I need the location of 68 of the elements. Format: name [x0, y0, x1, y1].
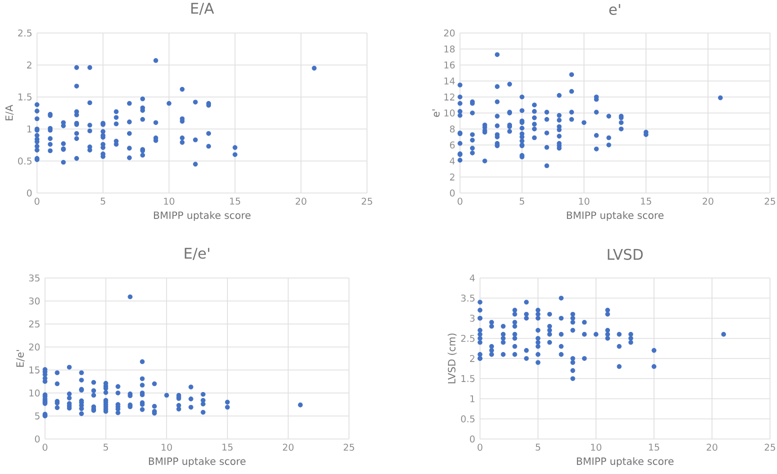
y-tick-label: 1.5	[18, 94, 32, 100]
x-tick-label: 20	[296, 198, 306, 205]
x-tick-label: 5	[520, 198, 524, 205]
chart-title: E/e'	[184, 248, 210, 260]
x-axis-title: BMIPP uptake score	[154, 211, 251, 221]
y-tick-label: 8	[450, 125, 455, 133]
x-tick-label: 25	[764, 198, 776, 205]
y-tick-label: 0	[34, 435, 40, 442]
x-tick-label: 25	[764, 444, 776, 451]
x-tick-label: 10	[591, 444, 602, 451]
y-tick-label: 1.5	[461, 375, 474, 382]
y-tick-label: 16	[444, 61, 455, 69]
x-tick-label: 15	[649, 444, 660, 451]
y-tick-label: 0	[450, 189, 455, 197]
y-tick-label: 10	[444, 109, 455, 117]
y-tick-label: 2.5	[18, 29, 32, 37]
x-axis-title: BMIPP uptake score	[566, 211, 664, 221]
chart-title: e'	[609, 4, 620, 15]
y-tick-label: 25	[29, 320, 40, 328]
x-tick-label: 10	[164, 198, 174, 205]
y-tick-label: 20	[444, 29, 455, 37]
x-tick-label: 20	[282, 444, 294, 451]
x-tick-label: 20	[706, 444, 718, 451]
y-tick-label: 0	[470, 435, 475, 443]
x-tick-label: 5	[536, 444, 540, 451]
y-axis-title: E/A	[5, 104, 14, 120]
y-tick-label: 0	[26, 189, 32, 197]
y-axis-title: e'	[432, 109, 440, 117]
x-tick-label: 10	[579, 198, 590, 205]
y-tick-label: 6	[450, 141, 455, 149]
y-tick-label: 10	[29, 389, 40, 397]
x-tick-label: 25	[362, 198, 372, 205]
y-axis-title: E/e'	[16, 350, 25, 367]
y-tick-label: 4	[470, 274, 475, 282]
y-tick-label: 0.5	[461, 415, 474, 422]
y-tick-label: 5	[35, 412, 40, 420]
x-tick-label: 5	[100, 198, 106, 205]
y-tick-label: 4	[450, 158, 455, 164]
y-tick-label: 15	[29, 366, 40, 374]
y-tick-label: 2	[450, 174, 454, 180]
y-tick-label: 14	[444, 78, 455, 84]
y-tick-label: 1	[27, 126, 32, 132]
x-tick-label: 15	[641, 198, 652, 205]
chart-title: E/A	[191, 2, 214, 15]
y-tick-label: 2	[27, 62, 32, 68]
y-tick-label: 2.5	[461, 334, 474, 342]
x-tick-label: 15	[222, 444, 233, 451]
chart-title: LVSD	[608, 248, 643, 260]
y-tick-label: 2	[470, 355, 474, 362]
x-axis-title: BMIPP uptake score	[148, 457, 246, 467]
y-tick-label: 20	[29, 343, 40, 351]
x-tick-label: 20	[702, 198, 714, 205]
x-tick-label: 10	[162, 444, 172, 451]
x-tick-label: 0	[42, 444, 48, 451]
y-tick-label: 3	[470, 314, 475, 322]
x-axis-title: BMIPP uptake score	[576, 457, 674, 467]
y-tick-label: 12	[444, 94, 454, 100]
y-axis-title: LVSD (cm)	[448, 334, 457, 384]
y-tick-label: 1	[470, 395, 474, 402]
x-tick-label: 0	[478, 444, 482, 451]
y-tick-label: 0.5	[18, 157, 32, 165]
y-tick-label: 18	[444, 45, 455, 53]
y-tick-label: 35	[29, 274, 40, 282]
x-tick-label: 5	[104, 444, 108, 451]
y-tick-label: 30	[29, 297, 40, 305]
x-tick-label: 25	[344, 444, 354, 451]
x-tick-label: 15	[230, 198, 240, 205]
y-tick-label: 3.5	[461, 294, 474, 302]
